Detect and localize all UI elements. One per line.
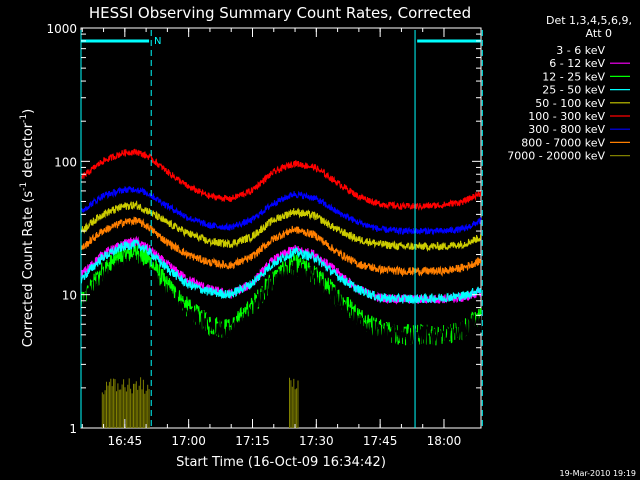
x-tick-label: 18:00 [427,434,462,448]
x-tick-label: 17:45 [363,434,398,448]
x-axis-label: Start Time (16-Oct-09 16:34:42) [176,455,386,470]
series-line-25-50-kev [80,239,482,304]
legend-header-2: Att 0 [586,27,612,40]
attenuator-label: N [154,36,161,47]
y-tick-label: 1000 [46,22,77,36]
axis-layer: 16:45 17:00 17:15 17:30 17:45 18:00 1 10 100 1000 [46,22,481,448]
legend-label: 800 - 7000 keV [521,136,605,149]
legend-label: 12 - 25 keV [542,70,605,83]
spike-group [101,377,150,428]
series-line-300-800-kev [80,186,482,236]
series-layer [80,148,482,428]
legend-header-1: Det 1,3,4,5,6,9, [546,14,632,27]
legend-label: 7000 - 20000 keV [507,150,605,163]
y-tick-label: 100 [54,155,77,169]
series-line-6-12-kev [80,235,482,305]
y-tick-label: 10 [62,289,77,303]
x-tick-label: 17:30 [299,434,334,448]
legend-label: 25 - 50 keV [542,84,605,97]
legend-label: 6 - 12 keV [549,57,605,70]
legend-label: 300 - 800 keV [528,123,605,136]
chart-title: HESSI Observing Summary Count Rates, Cor… [89,4,471,22]
footer-timestamp: 19-Mar-2010 19:19 [560,469,637,478]
marker-layer [80,30,483,428]
series-line-800-7000-kev [80,216,482,278]
series-line-50-100-kev [80,200,482,252]
spike-group [289,377,299,428]
x-tick-label: 17:00 [171,434,206,448]
x-tick-label: 16:45 [108,434,143,448]
y-tick-label: 1 [69,422,77,436]
legend-label: 50 - 100 keV [535,97,605,110]
x-tick-label: 17:15 [235,434,270,448]
series-7000-20000-kev [101,377,299,428]
legend-label: 3 - 6 keV [556,44,605,57]
series-line-3-6-kev [80,254,482,347]
y-axis-label: Corrected Count Rate (s-1 detector-1) [19,109,36,347]
series-line-100-300-kev [80,148,482,211]
legend-label: 100 - 300 keV [528,110,605,123]
